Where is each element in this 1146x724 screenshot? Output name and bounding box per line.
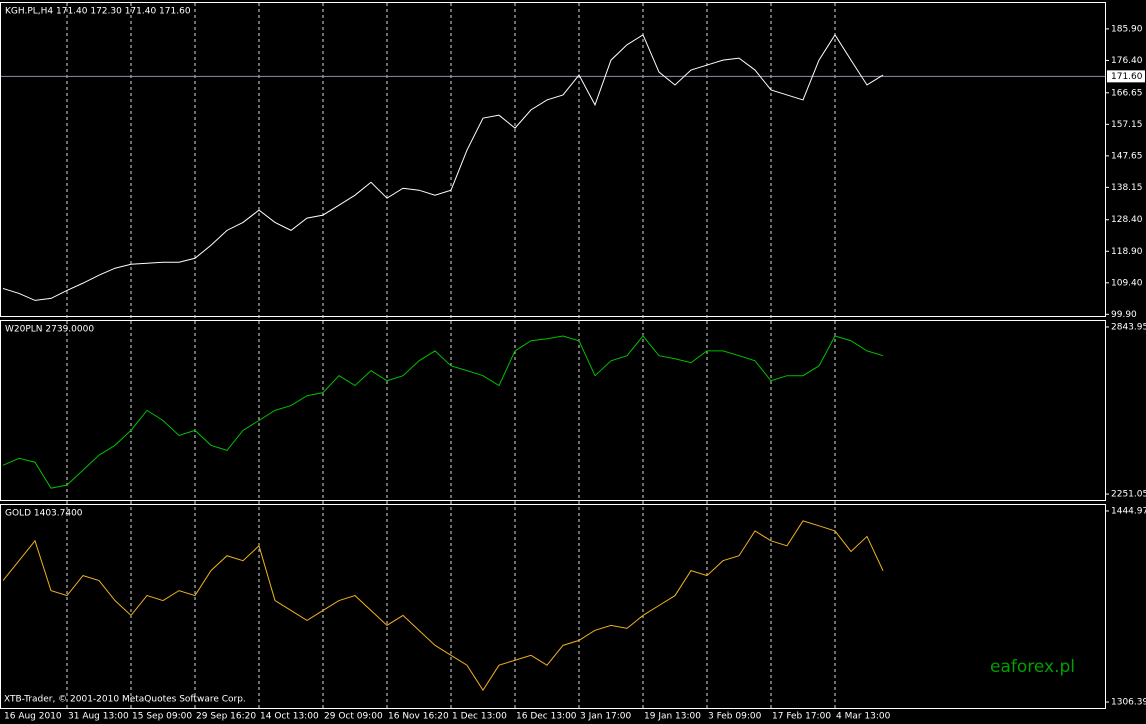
x-tick-label: 1 Dec 13:00 xyxy=(452,712,507,722)
y-tick-label: 128.40 xyxy=(1111,215,1143,225)
y-tick-label: 118.90 xyxy=(1111,247,1143,257)
pane-title: W20PLN 2739.0000 xyxy=(5,325,94,335)
x-tick-label: 29 Oct 09:00 xyxy=(324,712,383,722)
x-tick-label: 19 Jan 13:00 xyxy=(644,712,701,722)
price-line xyxy=(2,520,884,692)
pane-frame xyxy=(0,320,1106,501)
pane-frame xyxy=(0,504,1106,709)
y-tick-label: 99.90 xyxy=(1111,310,1137,320)
y-tick-label: 176.40 xyxy=(1111,56,1143,66)
current-price-label: 171.60 xyxy=(1111,72,1143,82)
x-tick-label: 16 Nov 16:20 xyxy=(388,712,449,722)
price-line xyxy=(2,33,884,301)
y-tick-label: 2843.95 xyxy=(1111,322,1146,332)
y-tick-label: 1306.39 xyxy=(1111,698,1146,708)
x-tick-label: 16 Dec 13:00 xyxy=(516,712,577,722)
x-tick-label: 4 Mar 13:00 xyxy=(836,712,891,722)
y-tick-label: 147.65 xyxy=(1111,151,1143,161)
x-tick-label: 17 Feb 17:00 xyxy=(772,712,831,722)
y-tick-label: 109.40 xyxy=(1111,278,1143,288)
x-tick-label: 29 Sep 16:20 xyxy=(196,712,256,722)
watermark: eaforex.pl xyxy=(990,657,1075,677)
pane-title: GOLD 1403.7400 xyxy=(5,509,83,519)
x-tick-label: 16 Aug 2010 xyxy=(4,712,62,722)
y-tick-label: 185.90 xyxy=(1111,24,1143,34)
x-tick-label: 31 Aug 13:00 xyxy=(68,712,129,722)
y-tick-label: 138.15 xyxy=(1111,183,1143,193)
price-line xyxy=(2,335,884,489)
x-tick-label: 3 Jan 17:00 xyxy=(580,712,632,722)
pane-frame xyxy=(0,2,1106,317)
current-price-box xyxy=(1107,70,1145,83)
copyright: XTB-Trader, © 2001-2010 MetaQuotes Softw… xyxy=(4,695,246,705)
y-tick-label: 1444.97 xyxy=(1111,506,1146,516)
y-tick-label: 2251.05 xyxy=(1111,490,1146,500)
x-tick-label: 3 Feb 09:00 xyxy=(708,712,762,722)
x-tick-label: 14 Oct 13:00 xyxy=(260,712,319,722)
y-tick-label: 166.65 xyxy=(1111,88,1143,98)
pane-title: KGH.PL,H4 171.40 172.30 171.40 171.60 xyxy=(5,7,191,17)
y-tick-label: 157.15 xyxy=(1111,120,1143,130)
x-tick-label: 15 Sep 09:00 xyxy=(132,712,192,722)
